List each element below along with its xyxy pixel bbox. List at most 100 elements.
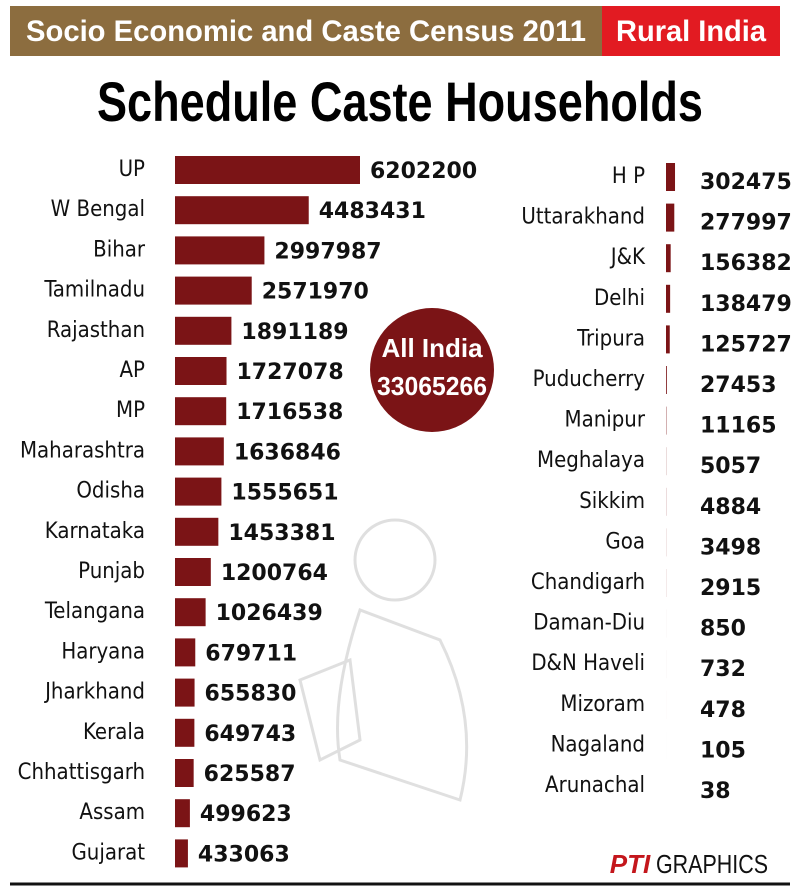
category-label: Tamilnadu: [43, 278, 145, 303]
illustration: [298, 518, 469, 802]
callout-circle: [370, 308, 494, 432]
value-label: 277997: [700, 211, 792, 236]
footer-text: GRAPHICS: [656, 849, 768, 879]
category-label: Odisha: [76, 479, 145, 504]
category-label: Delhi: [594, 286, 645, 311]
value-label: 655830: [205, 682, 297, 707]
value-label: 38: [700, 779, 731, 804]
bar: [175, 718, 195, 747]
category-label: Karnataka: [45, 519, 145, 544]
value-label: 1453381: [228, 521, 335, 546]
category-label: Nagaland: [551, 732, 645, 757]
bar: [175, 156, 360, 184]
value-label: 6202200: [370, 159, 477, 184]
callout-label: All India: [381, 333, 483, 363]
category-label: Meghalaya: [537, 448, 645, 473]
category-label: Rajasthan: [47, 318, 145, 343]
category-label: Mizoram: [560, 692, 645, 717]
value-label: 2571970: [262, 280, 369, 305]
bar: [666, 284, 671, 313]
value-label: 125727: [700, 332, 792, 357]
value-label: 1200764: [221, 561, 328, 586]
value-label: 1555651: [231, 481, 338, 506]
bar: [666, 244, 671, 273]
value-label: 478: [700, 698, 746, 723]
value-label: 4483431: [319, 199, 426, 224]
bar: [175, 638, 196, 667]
value-label: 11165: [700, 414, 777, 439]
value-label: 302475: [700, 170, 792, 195]
bar: [666, 366, 667, 394]
bar: [175, 759, 194, 787]
value-label: 1727078: [237, 360, 344, 385]
bar: [175, 397, 227, 426]
value-label: 3498: [700, 535, 761, 560]
bar: [175, 437, 224, 466]
bar: [175, 598, 206, 627]
bar: [666, 163, 676, 191]
category-label: Chandigarh: [531, 570, 645, 595]
category-label: Maharashtra: [20, 438, 145, 463]
value-label: 499623: [200, 802, 292, 827]
footer-brand: PTI: [610, 849, 651, 879]
category-label: Puducherry: [533, 367, 646, 392]
bar: [666, 325, 670, 354]
value-label: 156382: [700, 251, 792, 276]
category-label: Manipur: [564, 408, 645, 433]
bar: [175, 276, 252, 305]
value-label: 1026439: [216, 601, 323, 626]
value-label: 433063: [198, 842, 290, 867]
category-label: Sikkim: [579, 489, 645, 514]
category-label: Kerala: [83, 720, 145, 745]
bar: [175, 678, 195, 707]
category-label: Haryana: [61, 639, 145, 664]
bar: [175, 558, 211, 586]
category-label: Punjab: [78, 559, 145, 584]
bar: [175, 799, 190, 828]
category-label: AP: [120, 358, 146, 383]
header-tag-band: [602, 6, 780, 56]
bar: [175, 517, 219, 546]
category-label: H P: [612, 164, 645, 189]
value-label: 1636846: [234, 440, 341, 465]
bar: [175, 316, 232, 345]
value-label: 625587: [204, 762, 296, 787]
category-label: D&N Haveli: [531, 651, 645, 676]
category-label: Gujarat: [71, 840, 145, 865]
category-label: Arunachal: [545, 773, 645, 798]
value-label: 649743: [204, 722, 296, 747]
category-label: Jharkhand: [43, 680, 145, 705]
category-label: Daman-Diu: [533, 611, 645, 636]
category-label: UP: [119, 157, 145, 182]
header-title: Socio Economic and Caste Census 2011: [26, 15, 586, 48]
bar: [666, 203, 675, 232]
value-label: 2915: [700, 576, 761, 601]
bar: [175, 236, 265, 265]
category-label: Tripura: [576, 326, 645, 351]
chart-title: Schedule Caste Households: [97, 70, 703, 133]
bar: [175, 477, 222, 506]
category-label: W Bengal: [51, 197, 145, 222]
value-label: 679711: [205, 641, 297, 666]
value-label: 850: [700, 617, 746, 642]
value-label: 4884: [700, 495, 761, 520]
category-label: Bihar: [93, 237, 146, 262]
header-band: [10, 6, 602, 56]
value-label: 5057: [700, 454, 761, 479]
category-label: Uttarakhand: [521, 205, 645, 230]
value-label: 27453: [700, 373, 777, 398]
category-label: Telangana: [44, 599, 145, 624]
header-tag: Rural India: [616, 15, 766, 48]
value-label: 105: [700, 738, 746, 763]
category-label: Goa: [605, 529, 645, 554]
category-label: Assam: [79, 800, 145, 825]
value-label: 732: [700, 657, 746, 682]
category-label: MP: [116, 398, 145, 423]
value-label: 1716538: [236, 400, 343, 425]
category-label: Chhattisgarh: [18, 760, 145, 785]
bar: [175, 357, 227, 385]
value-label: 138479: [700, 292, 792, 317]
bar: [175, 196, 309, 225]
bar: [175, 839, 188, 868]
